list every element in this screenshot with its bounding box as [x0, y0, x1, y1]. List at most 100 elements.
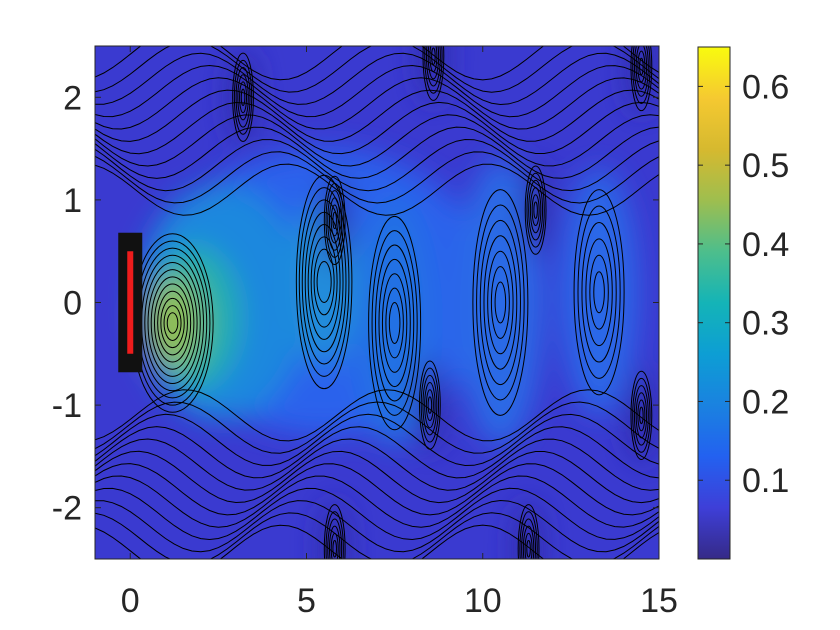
contour-line [239, 81, 248, 114]
x-tick-label: 10 [464, 582, 502, 620]
contour-line [95, 512, 659, 559]
contour-line [163, 305, 182, 341]
contour-line [95, 389, 659, 442]
contour-line [581, 221, 617, 363]
contour-line [526, 172, 545, 248]
contour-line [639, 406, 644, 425]
contour-line [375, 244, 415, 402]
contour-line [427, 396, 433, 414]
contour-line [490, 266, 510, 339]
y-tick-label: 1 [63, 182, 82, 220]
contour-line [385, 287, 404, 359]
x-tick-label: 15 [640, 582, 678, 620]
contour-line [325, 511, 344, 559]
contour-line [635, 392, 648, 439]
contour-line [327, 518, 343, 559]
contour-line [95, 463, 659, 516]
contour-line [422, 46, 445, 101]
contour-line [240, 88, 246, 107]
contour-line [517, 504, 540, 559]
contour-line [301, 199, 347, 365]
contour-line [327, 190, 343, 251]
vortex-core [322, 502, 348, 559]
contour-line [425, 389, 434, 421]
colorbar-tick-label: 0.1 [742, 462, 789, 500]
colorbar-tick-label: 0.4 [742, 226, 789, 264]
contour-line [633, 46, 649, 97]
colorbar-tick-label: 0.5 [742, 147, 789, 185]
contour-line [95, 114, 659, 167]
contour-line [95, 46, 659, 93]
contour-line [381, 273, 408, 373]
contour-line [630, 370, 653, 460]
contour-line [235, 67, 251, 128]
contour-line [593, 271, 605, 314]
contour-line [95, 475, 659, 528]
contour-line [630, 46, 653, 112]
contour-line [585, 238, 613, 347]
x-tick-label: 0 [121, 582, 140, 620]
contour-line [528, 179, 544, 241]
contour-line [522, 525, 535, 559]
contour-line [95, 401, 659, 454]
contour-line [487, 250, 514, 355]
contour-line [95, 138, 659, 192]
contour-line [310, 236, 338, 328]
contour-line [589, 254, 609, 330]
contour-line [95, 64, 659, 118]
vortex-core [629, 369, 654, 462]
colorbar-tick-label: 0.6 [742, 68, 789, 106]
contour-line [425, 46, 441, 87]
contour-line [153, 283, 192, 363]
contour-line [632, 377, 651, 453]
contour-line [237, 74, 249, 121]
contour-line [233, 59, 253, 135]
colorbar [697, 46, 731, 560]
contour-line [95, 499, 659, 553]
contour-line [533, 201, 538, 219]
contour-line [157, 290, 188, 356]
contour-line [637, 399, 646, 432]
vortex-core [516, 502, 541, 559]
contour-line [371, 230, 418, 416]
y-tick-label: 2 [63, 79, 82, 117]
contour-line [328, 197, 341, 244]
contour-line [531, 194, 540, 227]
contour-line [166, 312, 179, 334]
contour-line [420, 367, 440, 443]
contour-line [95, 126, 659, 179]
contour-line [95, 438, 659, 491]
contour-line [476, 204, 525, 401]
contour-line [521, 518, 537, 559]
contour-line [424, 46, 443, 94]
contour-line [95, 52, 659, 106]
vortex-core [417, 358, 443, 452]
contour-line [95, 77, 659, 130]
contour-line [95, 163, 659, 216]
contour-line [95, 450, 659, 504]
contour-line [147, 269, 198, 377]
contour-line [330, 204, 339, 237]
contour-line [316, 260, 332, 304]
contour-line [479, 219, 521, 386]
vortex-core [629, 46, 654, 113]
contour-line [422, 374, 438, 436]
contour-line [472, 189, 529, 416]
field-region [355, 199, 434, 447]
contour-line [95, 151, 659, 204]
x-tick-label: 5 [297, 582, 316, 620]
contour-line [332, 211, 337, 230]
contour-line [150, 276, 195, 370]
contour-line [95, 413, 659, 467]
contour-line [519, 511, 538, 559]
plot-area [95, 46, 659, 559]
contour-line [144, 261, 201, 385]
y-tick-label: -1 [52, 387, 82, 425]
contour-line [494, 281, 507, 324]
contour-line [577, 205, 621, 379]
contour-line [298, 187, 350, 377]
contour-line [573, 189, 625, 396]
contour-line [378, 258, 411, 388]
contour-line [388, 302, 401, 345]
